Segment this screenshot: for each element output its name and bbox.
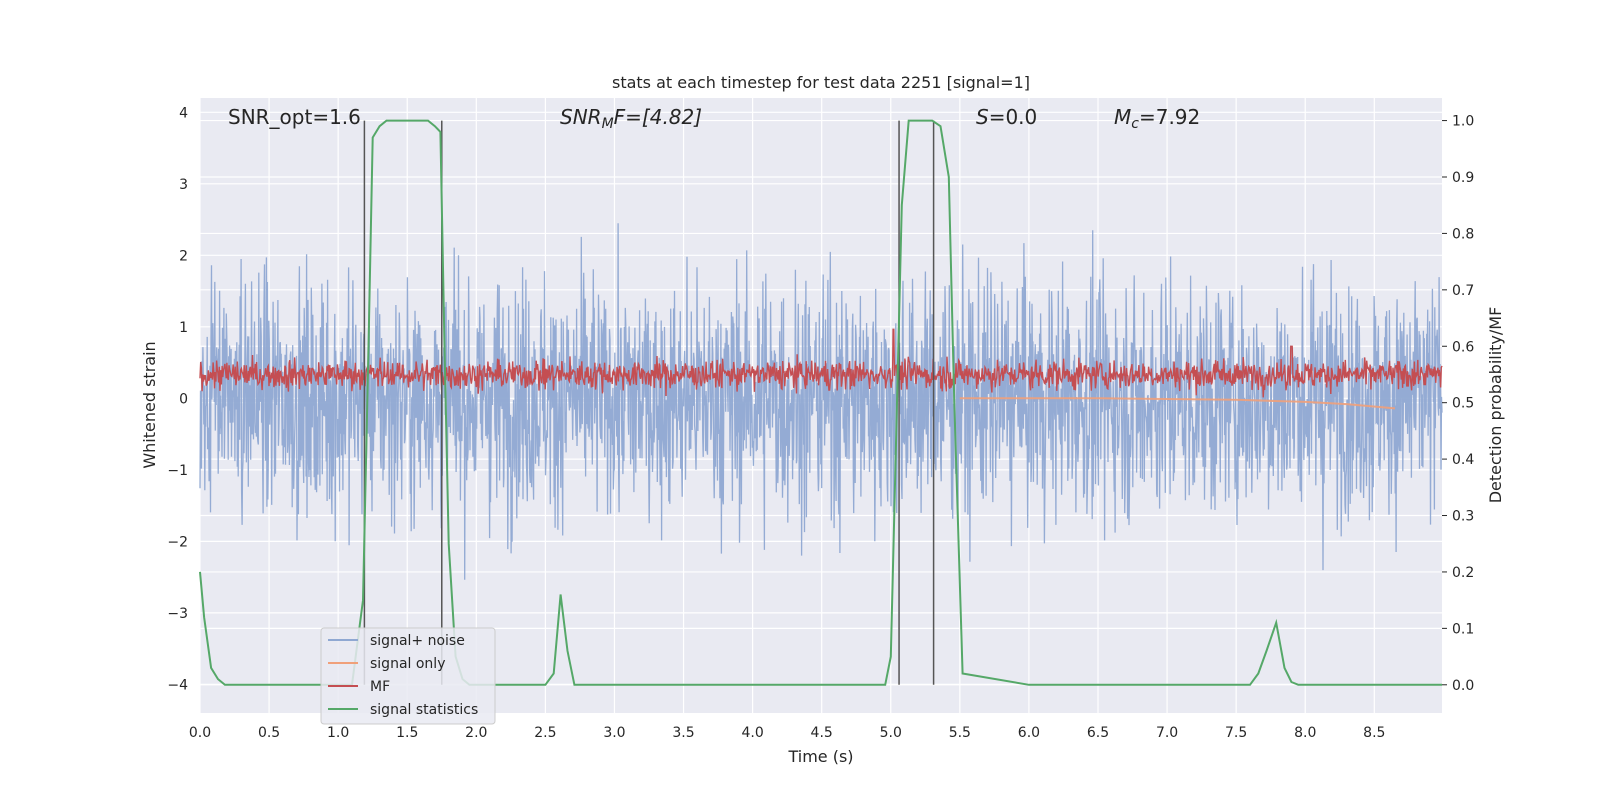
snr-mf-sub: M xyxy=(602,116,614,132)
x-tick-label: 3.5 xyxy=(672,725,694,741)
mc-name: M xyxy=(1114,105,1131,129)
y-axis-label-left: Whitened strain xyxy=(140,341,159,468)
signal-noise-line xyxy=(199,223,1443,580)
x-tick-label: 6.0 xyxy=(1018,725,1040,741)
x-axis-label: Time (s) xyxy=(787,747,853,766)
axis-ticks: 0.0 0.5 1.0 1.5 2.0 2.5 3.0 3.5 4.0 4.5 5.0 5.5 6.0 6… xyxy=(167,105,1474,741)
legend: signal+ noise signal only MF signal stat… xyxy=(320,627,496,725)
x-tick-label: 5.5 xyxy=(949,725,971,741)
x-tick-label: 2.5 xyxy=(534,725,556,741)
mf-line xyxy=(199,328,1443,398)
x-tick-label: 7.0 xyxy=(1156,725,1178,741)
legend-label-signal-only: signal only xyxy=(370,656,445,672)
signal-only-line xyxy=(959,397,1396,410)
y-tick-label-left: −2 xyxy=(167,534,188,550)
y-tick-label-left: 3 xyxy=(179,177,188,193)
y-tick-label-left: −1 xyxy=(167,463,188,479)
y-tick-label-right: 0.7 xyxy=(1452,283,1474,299)
y-tick-label-right: 0.6 xyxy=(1452,339,1474,355)
signal-statistics-series xyxy=(199,119,1442,686)
x-tick-label: 4.5 xyxy=(811,725,833,741)
y-tick-label-right: 1.0 xyxy=(1452,114,1474,130)
x-tick-label: 0.0 xyxy=(189,725,211,741)
legend-box xyxy=(320,627,496,725)
x-tick-label: 6.5 xyxy=(1087,725,1109,741)
legend-label-noise: signal+ noise xyxy=(370,633,465,649)
y-tick-label-left: 4 xyxy=(179,105,188,121)
annotation-mc: Mc=7.92 xyxy=(1114,105,1200,132)
y-axis-label-right: Detection probability/MF xyxy=(1486,307,1505,504)
y-tick-label-left: 1 xyxy=(179,320,188,336)
y-tick-label-left: 2 xyxy=(179,248,188,264)
y-tick-label-right: 0.0 xyxy=(1452,678,1474,694)
y-tick-label-right: 0.4 xyxy=(1452,452,1474,468)
snr-mf-name: SNR xyxy=(560,105,602,129)
legend-label-signal-statistics: signal statistics xyxy=(370,702,478,718)
snr-mf-f: F=[4.82] xyxy=(614,105,702,129)
y-tick-label-left: −3 xyxy=(167,606,188,622)
x-tick-label: 7.5 xyxy=(1225,725,1247,741)
signal-only-series xyxy=(959,397,1396,410)
signal-statistics-line xyxy=(199,119,1442,686)
signal-noise-series xyxy=(199,223,1443,580)
x-tick-label: 8.5 xyxy=(1363,725,1385,741)
chart-title: stats at each timestep for test data 225… xyxy=(612,73,1030,92)
x-tick-label: 3.0 xyxy=(603,725,625,741)
y-tick-label-left: −4 xyxy=(167,677,188,693)
mc-sub: c xyxy=(1131,116,1139,132)
x-tick-label: 2.0 xyxy=(465,725,487,741)
y-tick-label-right: 0.3 xyxy=(1452,509,1474,525)
x-tick-label: 1.0 xyxy=(327,725,349,741)
x-tick-label: 4.0 xyxy=(741,725,763,741)
mf-series xyxy=(199,328,1443,398)
annotation-snr-opt: SNR_opt=1.6 xyxy=(228,105,361,129)
y-tick-label-right: 0.8 xyxy=(1452,226,1474,242)
legend-label-mf: MF xyxy=(370,679,390,695)
x-tick-label: 0.5 xyxy=(258,725,280,741)
x-tick-label: 1.5 xyxy=(396,725,418,741)
y-tick-label-right: 0.9 xyxy=(1452,170,1474,186)
y-tick-label-right: 0.1 xyxy=(1452,621,1474,637)
s-name: S xyxy=(976,105,989,129)
x-tick-label: 5.0 xyxy=(880,725,902,741)
y-tick-label-right: 0.2 xyxy=(1452,565,1474,581)
s-value: =0.0 xyxy=(989,105,1038,129)
x-tick-label: 8.0 xyxy=(1294,725,1316,741)
y-tick-label-right: 0.5 xyxy=(1452,396,1474,412)
annotation-snr-mf: SNRMF=[4.82] xyxy=(560,105,702,132)
annotation-s: S=0.0 xyxy=(976,105,1037,129)
mc-value: =7.92 xyxy=(1139,105,1200,129)
y-tick-label-left: 0 xyxy=(179,391,188,407)
